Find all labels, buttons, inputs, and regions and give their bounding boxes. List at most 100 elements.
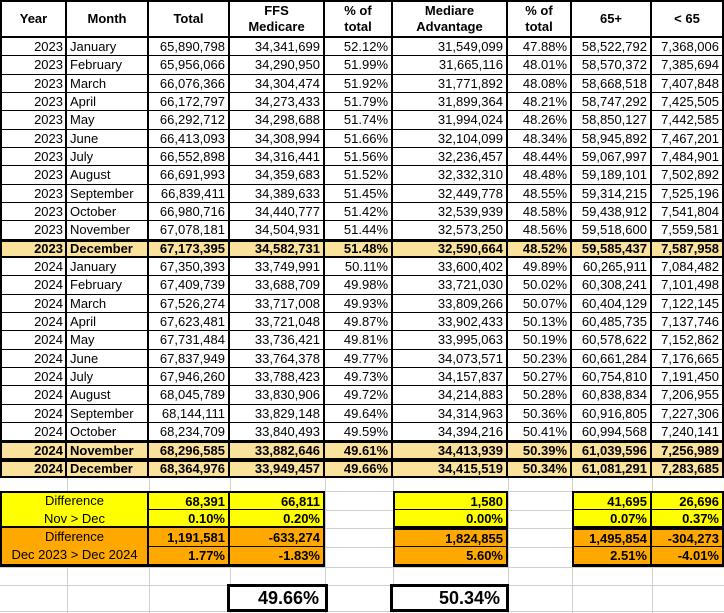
cell-year[interactable]: 2023 bbox=[0, 74, 67, 93]
diff-novdec-ffs[interactable]: 66,811 bbox=[230, 491, 325, 510]
cell-month[interactable]: December bbox=[67, 239, 149, 258]
cell-month[interactable]: March bbox=[67, 294, 149, 313]
diff-decdec-ma-pct[interactable]: 5.60% bbox=[393, 547, 508, 567]
cell-value[interactable]: 48.21% bbox=[508, 92, 572, 112]
cell-value[interactable]: 7,206,955 bbox=[652, 386, 724, 405]
diff-decdec-ffs-pct[interactable]: -1.83% bbox=[230, 547, 325, 567]
cell-value[interactable]: 67,837,949 bbox=[149, 349, 230, 368]
cell-year[interactable]: 2023 bbox=[0, 221, 67, 240]
cell-value[interactable]: 48.08% bbox=[508, 74, 572, 93]
cell-value[interactable]: 51.79% bbox=[325, 92, 393, 112]
cell-value[interactable]: 7,283,685 bbox=[652, 459, 724, 478]
column-header[interactable]: Year bbox=[0, 0, 67, 38]
cell-value[interactable]: 48.34% bbox=[508, 129, 572, 148]
ffs-share-cell[interactable]: 49.66% bbox=[227, 584, 328, 612]
cell-value[interactable]: 49.61% bbox=[325, 441, 393, 460]
cell-value[interactable]: 51.99% bbox=[325, 56, 393, 75]
cell-value[interactable]: 58,668,518 bbox=[572, 74, 652, 93]
cell-value[interactable]: 48.44% bbox=[508, 147, 572, 167]
cell-value[interactable]: 50.11% bbox=[325, 257, 393, 277]
cell-value[interactable]: 34,341,699 bbox=[230, 38, 325, 57]
cell-value[interactable]: 47.88% bbox=[508, 38, 572, 57]
cell-value[interactable]: 67,946,260 bbox=[149, 367, 230, 387]
cell-value[interactable]: 51.44% bbox=[325, 221, 393, 240]
cell-value[interactable]: 34,308,994 bbox=[230, 129, 325, 148]
cell-value[interactable]: 49.87% bbox=[325, 312, 393, 332]
cell-value[interactable]: 49.93% bbox=[325, 294, 393, 313]
cell-month[interactable]: January bbox=[67, 38, 149, 57]
cell-value[interactable]: 34,440,777 bbox=[230, 202, 325, 222]
cell-month[interactable]: June bbox=[67, 349, 149, 368]
cell-value[interactable]: 59,067,997 bbox=[572, 147, 652, 167]
cell-value[interactable]: 60,578,622 bbox=[572, 331, 652, 350]
cell-month[interactable]: December bbox=[67, 459, 149, 478]
cell-value[interactable]: 67,173,395 bbox=[149, 239, 230, 258]
column-header[interactable]: 65+ bbox=[572, 0, 652, 38]
cell-month[interactable]: September bbox=[67, 184, 149, 203]
cell-value[interactable]: 51.74% bbox=[325, 111, 393, 130]
cell-value[interactable]: 34,389,633 bbox=[230, 184, 325, 203]
cell-month[interactable]: July bbox=[67, 147, 149, 167]
cell-value[interactable]: 68,045,789 bbox=[149, 386, 230, 405]
cell-value[interactable]: 50.41% bbox=[508, 422, 572, 442]
column-header[interactable]: Mediare Advantage bbox=[393, 0, 508, 38]
cell-value[interactable]: 34,157,837 bbox=[393, 367, 508, 387]
cell-year[interactable]: 2024 bbox=[0, 331, 67, 350]
cell-value[interactable]: 33,882,646 bbox=[230, 441, 325, 460]
cell-value[interactable]: 7,385,694 bbox=[652, 56, 724, 75]
cell-month[interactable]: July bbox=[67, 367, 149, 387]
cell-value[interactable]: 50.19% bbox=[508, 331, 572, 350]
diff-decdec-ma[interactable]: 1,824,855 bbox=[393, 528, 508, 547]
cell-value[interactable]: 50.34% bbox=[508, 459, 572, 478]
cell-value[interactable]: 50.13% bbox=[508, 312, 572, 332]
cell-value[interactable]: 7,425,505 bbox=[652, 92, 724, 112]
cell-value[interactable]: 34,316,441 bbox=[230, 147, 325, 167]
cell-value[interactable]: 50.36% bbox=[508, 404, 572, 423]
cell-value[interactable]: 7,541,804 bbox=[652, 202, 724, 222]
cell-value[interactable]: 49.64% bbox=[325, 404, 393, 423]
cell-value[interactable]: 66,691,993 bbox=[149, 166, 230, 185]
cell-value[interactable]: 68,296,585 bbox=[149, 441, 230, 460]
cell-value[interactable]: 33,688,709 bbox=[230, 276, 325, 295]
cell-value[interactable]: 7,525,196 bbox=[652, 184, 724, 203]
cell-value[interactable]: 34,413,939 bbox=[393, 441, 508, 460]
cell-value[interactable]: 50.02% bbox=[508, 276, 572, 295]
cell-month[interactable]: March bbox=[67, 74, 149, 93]
cell-value[interactable]: 32,539,939 bbox=[393, 202, 508, 222]
cell-value[interactable]: 7,176,665 bbox=[652, 349, 724, 368]
cell-value[interactable]: 33,809,266 bbox=[393, 294, 508, 313]
cell-value[interactable]: 7,122,145 bbox=[652, 294, 724, 313]
diff-decdec-ffs[interactable]: -633,274 bbox=[230, 528, 325, 547]
cell-value[interactable]: 34,298,688 bbox=[230, 111, 325, 130]
cell-year[interactable]: 2024 bbox=[0, 312, 67, 332]
cell-year[interactable]: 2024 bbox=[0, 459, 67, 478]
column-header[interactable]: FFS Medicare bbox=[230, 0, 325, 38]
diff-novdec-over65-pct[interactable]: 0.07% bbox=[572, 510, 652, 528]
cell-month[interactable]: August bbox=[67, 166, 149, 185]
cell-month[interactable]: October bbox=[67, 422, 149, 442]
cell-value[interactable]: 31,771,892 bbox=[393, 74, 508, 93]
cell-value[interactable]: 32,449,778 bbox=[393, 184, 508, 203]
cell-value[interactable]: 61,039,596 bbox=[572, 441, 652, 460]
cell-value[interactable]: 49.77% bbox=[325, 349, 393, 368]
cell-value[interactable]: 7,227,306 bbox=[652, 404, 724, 423]
column-header[interactable]: Month bbox=[67, 0, 149, 38]
cell-value[interactable]: 7,368,006 bbox=[652, 38, 724, 57]
cell-value[interactable]: 34,214,883 bbox=[393, 386, 508, 405]
cell-value[interactable]: 7,240,141 bbox=[652, 422, 724, 442]
cell-value[interactable]: 67,526,274 bbox=[149, 294, 230, 313]
cell-year[interactable]: 2023 bbox=[0, 111, 67, 130]
cell-value[interactable]: 31,665,116 bbox=[393, 56, 508, 75]
cell-value[interactable]: 51.48% bbox=[325, 239, 393, 258]
cell-year[interactable]: 2023 bbox=[0, 184, 67, 203]
cell-value[interactable]: 32,236,457 bbox=[393, 147, 508, 167]
cell-value[interactable]: 32,573,250 bbox=[393, 221, 508, 240]
diff-decdec-over65[interactable]: 1,495,854 bbox=[572, 528, 652, 547]
diff-decdec-under65[interactable]: -304,273 bbox=[652, 528, 724, 547]
cell-value[interactable]: 58,850,127 bbox=[572, 111, 652, 130]
cell-value[interactable]: 7,084,482 bbox=[652, 257, 724, 277]
cell-value[interactable]: 48.56% bbox=[508, 221, 572, 240]
cell-value[interactable]: 51.42% bbox=[325, 202, 393, 222]
cell-year[interactable]: 2024 bbox=[0, 294, 67, 313]
cell-value[interactable]: 48.26% bbox=[508, 111, 572, 130]
